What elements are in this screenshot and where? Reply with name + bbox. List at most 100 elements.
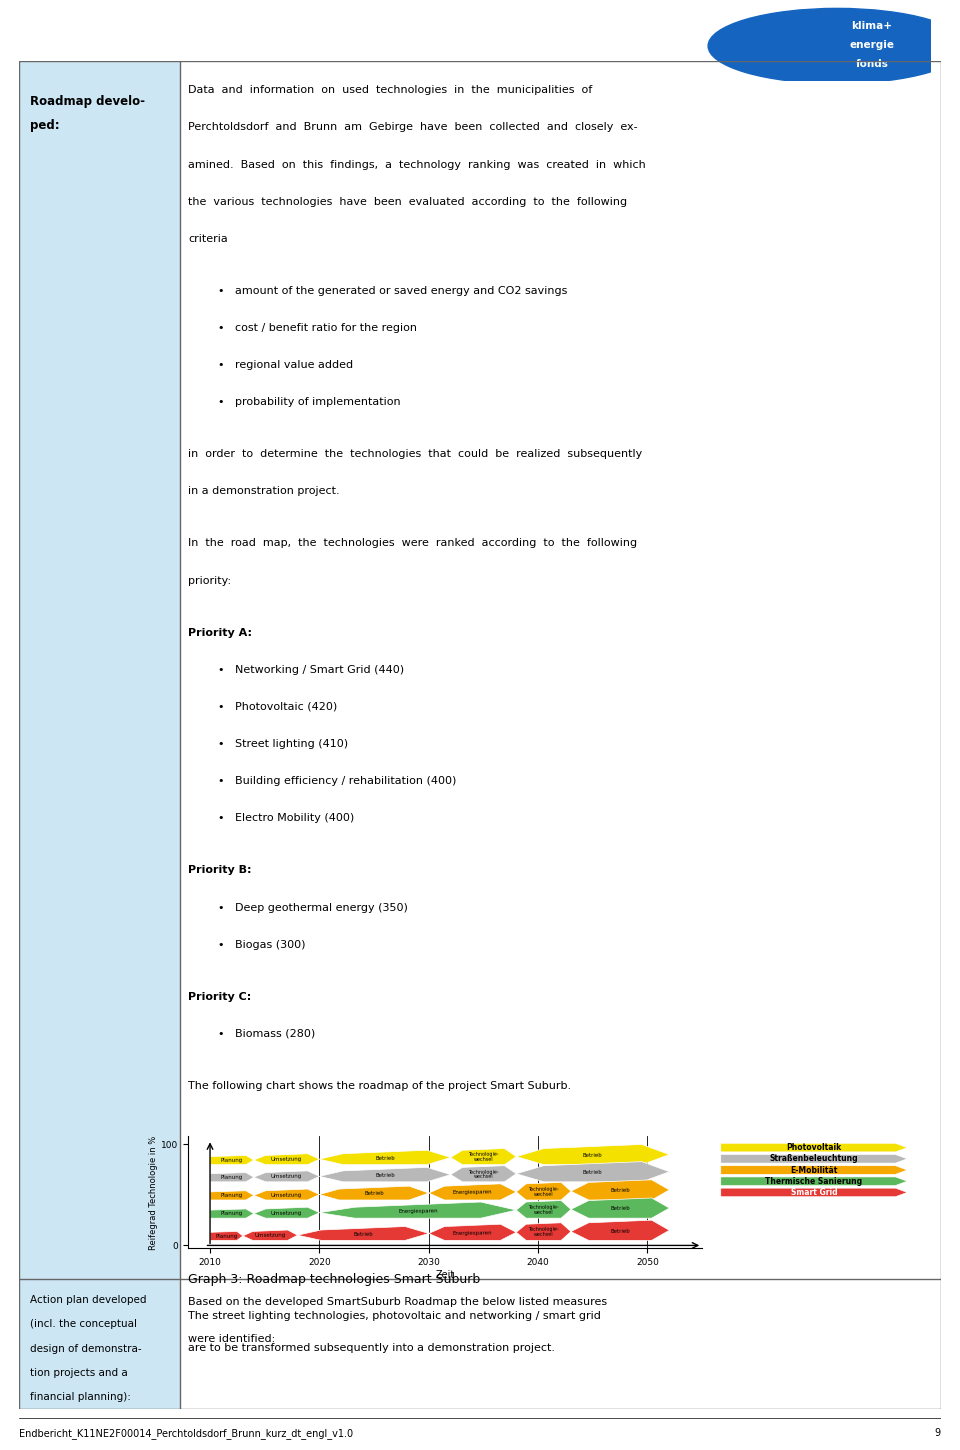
Text: Betrieb: Betrieb (583, 1153, 603, 1159)
Text: wechsel: wechsel (534, 1192, 554, 1196)
Text: The street lighting technologies, photovoltaic and networking / smart grid: The street lighting technologies, photov… (188, 1311, 601, 1321)
Polygon shape (429, 1224, 516, 1240)
Polygon shape (210, 1156, 253, 1164)
Text: Technologie-: Technologie- (528, 1227, 559, 1232)
Text: •   Street lighting (410): • Street lighting (410) (218, 740, 348, 750)
Polygon shape (721, 1144, 907, 1151)
Text: The following chart shows the roadmap of the project Smart Suburb.: The following chart shows the roadmap of… (188, 1080, 571, 1090)
Text: Planung: Planung (221, 1193, 243, 1198)
Text: Energiesparen: Energiesparen (398, 1209, 438, 1214)
Polygon shape (320, 1150, 450, 1164)
Text: Betrieb: Betrieb (364, 1190, 384, 1196)
Text: tion projects and a: tion projects and a (31, 1367, 129, 1378)
X-axis label: Zeit: Zeit (436, 1270, 455, 1280)
Polygon shape (320, 1167, 450, 1182)
Polygon shape (516, 1201, 571, 1218)
Text: Planung: Planung (221, 1157, 243, 1163)
Polygon shape (320, 1186, 429, 1201)
Polygon shape (210, 1190, 253, 1201)
Text: Based on the developed SmartSuburb Roadmap the below listed measures: Based on the developed SmartSuburb Roadm… (188, 1296, 608, 1306)
Polygon shape (721, 1177, 907, 1186)
Text: the  various  technologies  have  been  evaluated  according  to  the  following: the various technologies have been evalu… (188, 197, 627, 207)
Text: Perchtoldsdorf  and  Brunn  am  Gebirge  have  been  collected  and  closely  ex: Perchtoldsdorf and Brunn am Gebirge have… (188, 122, 637, 132)
Text: Umsetzung: Umsetzung (271, 1192, 302, 1198)
Text: Betrieb: Betrieb (375, 1156, 395, 1161)
Polygon shape (721, 1154, 907, 1163)
Polygon shape (571, 1221, 669, 1240)
Text: •   probability of implementation: • probability of implementation (218, 397, 400, 407)
Polygon shape (253, 1208, 320, 1218)
Circle shape (708, 9, 960, 84)
Text: Technologie-: Technologie- (468, 1151, 499, 1157)
Text: Technologie-: Technologie- (468, 1169, 499, 1174)
Polygon shape (320, 1202, 516, 1218)
Text: Umsetzung: Umsetzung (271, 1174, 302, 1179)
Polygon shape (516, 1182, 571, 1201)
Bar (19, 61, 180, 1409)
Text: 9: 9 (935, 1428, 941, 1438)
Text: priority:: priority: (188, 576, 231, 586)
Text: in  order  to  determine  the  technologies  that  could  be  realized  subseque: in order to determine the technologies t… (188, 450, 642, 460)
Text: Photovoltaik: Photovoltaik (786, 1143, 842, 1153)
Text: Umsetzung: Umsetzung (254, 1232, 286, 1238)
Text: were identified:: were identified: (188, 1334, 276, 1344)
Text: In  the  road  map,  the  technologies  were  ranked  according  to  the  follow: In the road map, the technologies were r… (188, 538, 637, 548)
Text: Betrieb: Betrieb (611, 1188, 630, 1193)
Polygon shape (253, 1189, 320, 1201)
Polygon shape (253, 1170, 320, 1182)
Text: Straßenbeleuchtung: Straßenbeleuchtung (770, 1154, 858, 1163)
Polygon shape (429, 1183, 516, 1201)
Text: Betrieb: Betrieb (375, 1173, 395, 1177)
Text: •   cost / benefit ratio for the region: • cost / benefit ratio for the region (218, 323, 417, 334)
Text: •   Building efficiency / rehabilitation (400): • Building efficiency / rehabilitation (… (218, 776, 456, 786)
Text: Betrieb: Betrieb (583, 1170, 603, 1176)
Text: •   Biomass (280): • Biomass (280) (218, 1030, 315, 1038)
Text: financial planning):: financial planning): (31, 1392, 132, 1402)
Text: wechsel: wechsel (473, 1157, 493, 1161)
Text: Roadmap develo-: Roadmap develo- (31, 94, 146, 107)
Text: Umsetzung: Umsetzung (271, 1211, 302, 1215)
Text: Graph 3: Roadmap technologies Smart Suburb: Graph 3: Roadmap technologies Smart Subu… (188, 1273, 480, 1286)
Text: Energiesparen: Energiesparen (453, 1190, 492, 1195)
Polygon shape (253, 1154, 320, 1164)
Text: •   Biogas (300): • Biogas (300) (218, 940, 305, 950)
Text: Betrieb: Betrieb (611, 1228, 630, 1234)
Polygon shape (516, 1222, 571, 1240)
Polygon shape (450, 1166, 516, 1182)
Text: Planung: Planung (221, 1174, 243, 1180)
Text: •   Electro Mobility (400): • Electro Mobility (400) (218, 813, 354, 824)
Text: design of demonstra-: design of demonstra- (31, 1344, 142, 1354)
Text: E-Mobilität: E-Mobilität (790, 1166, 838, 1175)
Text: •   Photovoltaic (420): • Photovoltaic (420) (218, 702, 337, 712)
Text: Technologie-: Technologie- (528, 1205, 559, 1209)
Text: energie: energie (850, 41, 895, 51)
Text: •   Deep geothermal energy (350): • Deep geothermal energy (350) (218, 902, 408, 912)
Text: Thermische Sanierung: Thermische Sanierung (765, 1177, 862, 1186)
Text: Planung: Planung (221, 1211, 243, 1217)
Text: wechsel: wechsel (473, 1174, 493, 1179)
Polygon shape (450, 1148, 516, 1164)
Text: •   regional value added: • regional value added (218, 360, 353, 370)
Text: klima+: klima+ (852, 22, 893, 32)
Polygon shape (243, 1230, 298, 1240)
Text: Action plan developed: Action plan developed (31, 1295, 147, 1305)
Text: Technologie-: Technologie- (528, 1186, 559, 1192)
Text: Umsetzung: Umsetzung (271, 1157, 302, 1163)
Y-axis label: Reifegrad Technologie in %: Reifegrad Technologie in % (150, 1135, 158, 1250)
Polygon shape (571, 1180, 669, 1201)
Text: ped:: ped: (31, 119, 60, 132)
Polygon shape (210, 1173, 253, 1182)
Polygon shape (298, 1227, 429, 1240)
Polygon shape (721, 1188, 907, 1196)
Polygon shape (571, 1198, 669, 1218)
Text: Smart Grid: Smart Grid (791, 1188, 837, 1196)
Text: wechsel: wechsel (534, 1209, 554, 1215)
Text: •   Networking / Smart Grid (440): • Networking / Smart Grid (440) (218, 664, 404, 674)
Text: criteria: criteria (188, 233, 228, 244)
Text: Endbericht_K11NE2F00014_Perchtoldsdorf_Brunn_kurz_dt_engl_v1.0: Endbericht_K11NE2F00014_Perchtoldsdorf_B… (19, 1428, 353, 1438)
Text: fonds: fonds (855, 59, 889, 70)
Text: Priority C:: Priority C: (188, 992, 252, 1002)
Text: (incl. the conceptual: (incl. the conceptual (31, 1320, 137, 1330)
Text: Priority A:: Priority A: (188, 628, 252, 638)
Text: are to be transformed subsequently into a demonstration project.: are to be transformed subsequently into … (188, 1343, 555, 1353)
